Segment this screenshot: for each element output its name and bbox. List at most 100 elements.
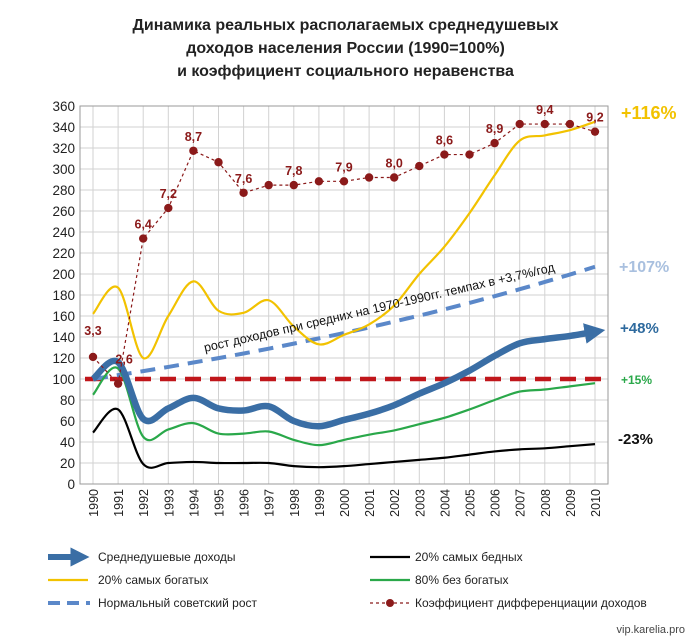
y-tick-label: 80 [60,393,75,408]
x-tick-label: 1994 [187,489,201,517]
annotation-average: +48% [620,320,659,337]
y-tick-label: 320 [52,141,75,156]
y-tick-label: 20 [60,456,75,471]
ratio-point [88,352,98,362]
ratio-point [239,188,248,197]
annotation-poorest: -23% [618,431,653,448]
ratio-label: 7,2 [160,187,177,201]
y-tick-label: 60 [60,414,75,429]
ratio-label: 7,6 [235,172,252,186]
legend-label-ratio: Коэффициент дифференциации доходов [415,596,647,610]
legend: Среднедушевые доходы 20% самых бедных 20% … [48,547,647,610]
x-tick-label: 1996 [238,489,252,517]
ratio-point [264,180,273,190]
y-tick-label: 40 [60,435,75,450]
x-tick-label: 2010 [589,489,603,517]
ratio-label: 8,0 [386,156,403,170]
y-tick-label: 0 [67,477,75,492]
y-tick-label: 260 [52,204,75,219]
annotation-top-20: +116% [621,103,677,123]
ratio-point [390,173,399,182]
x-tick-label: 1995 [213,489,227,517]
x-tick-label: 1991 [112,489,126,517]
ratio-point [314,177,324,186]
y-tick-label: 340 [52,120,75,135]
ratio-point [440,150,449,159]
ratio-point [139,234,148,243]
x-tick-label: 1997 [263,489,277,517]
chart-title: Динамика реальных располагаемых среднеду… [0,14,691,83]
y-tick-label: 120 [52,351,75,366]
y-tick-label: 360 [52,99,75,114]
ratio-point [214,158,223,167]
legend-label-top20: 20% самых богатых [98,573,208,587]
series-top-20 [92,120,596,360]
legend-label-average: Среднедушевые доходы [98,550,236,564]
ratio-point [490,138,499,148]
ratio-point [289,180,298,190]
ratio-label: 9,4 [536,103,553,117]
y-tick-label: 220 [52,246,75,261]
ratio-point [113,379,123,388]
y-tick-label: 100 [52,372,75,387]
y-tick-label: 240 [52,225,75,240]
x-tick-label: 2007 [514,489,528,517]
x-tick-label: 2006 [489,489,503,517]
axes: 0 20 40 60 80 100 120 140 160 180 200 220 240 260 280 3… [52,99,609,517]
ratio-label: 9,2 [586,111,603,125]
x-tick-label: 2001 [363,489,377,517]
ratio-label: 8,7 [185,130,202,144]
label-layer: 3,3 2,6 6,4 7,2 8,7 7,6 7,8 7,9 8,0 8,6 8,9 9,4 9,2 +… [84,103,676,448]
x-tick-label: 1993 [162,489,176,517]
legend-label-soviet: Нормальный советский рост [98,596,258,610]
series-layer [85,119,606,469]
ratio-label: 2,6 [115,353,132,367]
y-tick-label: 160 [52,309,75,324]
ratio-label: 3,3 [84,324,101,338]
x-tick-label: 2004 [438,489,452,517]
series-poorest-20 [92,407,596,469]
ratio-point [515,119,524,129]
plot-frame [79,105,609,485]
y-tick-label: 200 [52,267,75,282]
y-tick-label: 300 [52,162,75,177]
annotation-bottom-80: +15% [621,373,652,387]
ratio-point [540,119,549,129]
ratio-point [189,146,198,155]
ratio-point [364,173,374,182]
y-tick-label: 280 [52,183,75,198]
x-tick-label: 2002 [388,489,402,517]
ratio-label: 6,4 [135,218,152,232]
legend-swatch-ratio-point [386,599,394,607]
legend-label-bottom80: 80% без богатых [415,573,509,587]
x-tick-label: 2003 [413,489,427,517]
x-tick-label: 1990 [87,489,101,517]
watermark: vip.karelia.pro [616,624,685,636]
ratio-label: 8,6 [436,134,453,148]
x-tick-label: 2008 [539,489,553,517]
title-line-2: доходов населения России (1990=100%) [186,40,505,57]
x-tick-label: 1998 [288,489,302,517]
title-line-3: и коэффициент социального неравенства [177,63,514,80]
legend-label-poorest: 20% самых бедных [415,550,523,564]
ratio-point [590,127,600,136]
x-tick-label: 2005 [464,489,478,517]
y-tick-label: 180 [52,288,75,303]
ratio-point [164,203,173,213]
series-soviet-growth [92,264,596,381]
ratio-point [565,119,575,129]
x-tick-label: 1999 [313,489,327,517]
annotation-soviet: +107% [619,259,669,276]
series-average-income [90,323,606,430]
ratio-label: 7,8 [285,164,302,178]
ratio-label: 8,9 [486,122,503,136]
x-tick-label: 2000 [338,489,352,517]
series-bottom-80 [92,366,596,447]
y-tick-label: 140 [52,330,75,345]
x-tick-label: 2009 [564,489,578,517]
ratio-point [339,177,349,186]
ratio-label: 7,9 [335,160,352,174]
x-tick-label: 1992 [137,489,151,517]
ratio-point [465,150,474,159]
